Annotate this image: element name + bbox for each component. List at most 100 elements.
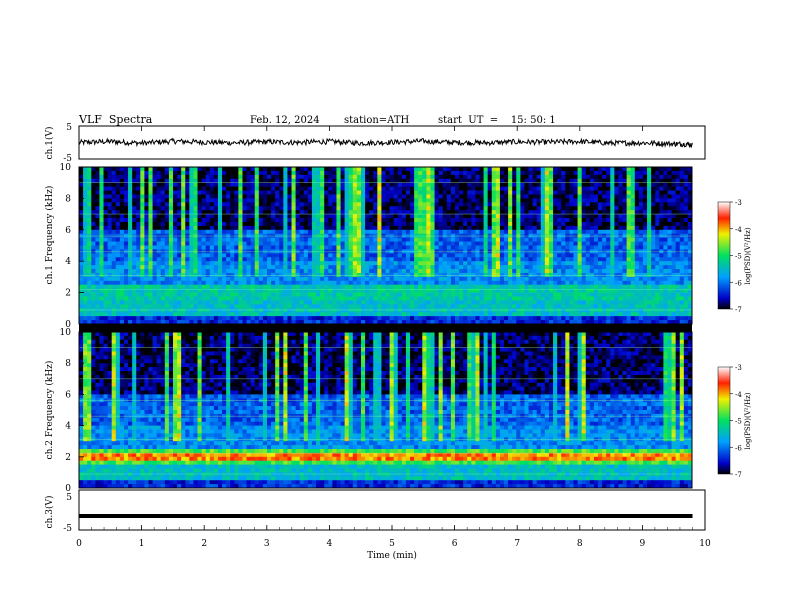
spectrogram-cell [181,167,186,172]
spectrogram-cell [360,280,366,286]
spectrogram-cell [585,174,591,180]
spectrogram-cell [168,218,174,223]
spectrogram-cell [140,194,145,199]
spectrogram-cell [111,218,117,223]
spectrogram-cell [164,210,170,215]
spectrogram-cell [279,284,284,290]
spectrogram-cell [504,276,509,282]
spectrogram-cell [107,210,113,215]
spectrogram-cell [651,190,656,195]
spectrogram-cell [275,221,280,227]
spectrogram-cell [103,174,109,180]
spectrogram-cell [115,214,121,219]
spectrogram-cell [189,288,194,294]
spectrogram-cell [606,269,611,274]
spectrogram-cell [520,178,525,184]
spectrogram-cell [83,229,88,235]
spectrogram-cell [499,245,505,250]
spectrogram-cell [258,174,264,180]
spectrogram-cell [340,174,346,180]
spectrogram-cell [87,194,92,199]
spectrogram-cell [540,229,546,235]
spectrogram-cell [593,280,599,286]
spectrogram-cell [463,221,468,227]
spectrogram-cell [487,190,493,195]
spectrogram-cell [606,167,611,172]
spectrogram-cell [651,210,656,215]
spectrogram-cell [516,245,521,250]
spectrogram-cell [209,167,215,172]
spectrogram-cell [287,218,292,223]
spectrogram-cell [389,210,395,215]
spectrogram-cell [287,178,292,184]
spectrogram-cell [491,214,497,219]
spectrogram-cell [234,253,239,258]
spectrogram-cell [642,288,648,294]
spectrogram-cell [95,257,100,262]
spectrogram-cell [91,178,96,184]
spectrogram-cell [132,218,137,223]
spectrogram-cell [483,167,489,172]
spectrogram-cell [401,269,407,274]
spectrogram-cell [634,178,640,184]
spectrogram-cell [95,198,100,203]
spectrogram-cell [283,214,288,219]
spectrogram-cell [213,284,219,290]
spectrogram-cell [258,214,264,219]
spectrogram-cell [205,174,211,180]
spectrogram-cell [348,245,354,250]
spectrogram-cell [385,190,390,195]
spectrogram-cell [254,167,260,172]
spectrogram-cell [316,257,321,262]
spectrogram-cell [610,174,615,180]
spectrogram-cell [328,218,333,223]
spectrogram-cell [454,265,460,270]
spectrogram-cell [524,178,529,184]
spectrogram-cell [373,292,378,297]
spectrogram-cell [356,261,362,266]
spectrogram-cell [177,225,182,231]
spectrogram-cell [201,206,207,211]
spectrogram-cell [258,245,264,250]
spectrogram-cell [254,190,260,195]
spectrogram-cell [377,194,382,199]
spectrogram-cell [618,229,623,235]
spectrogram-cell [544,237,550,242]
spectrogram-cell [156,292,162,297]
spectrogram-cell [389,182,395,188]
spectrogram-cell [91,194,96,199]
spectrogram-cell [671,210,677,215]
spectrogram-cell [581,229,587,235]
spectrogram-cell [389,186,395,191]
spectrogram-cell [307,214,313,219]
spectrogram-cell [573,280,578,286]
spectrogram-cell [160,174,166,180]
spectrogram-cell [189,167,194,172]
spectrogram-cell [246,178,252,184]
spectrogram-cell [136,265,141,270]
spectrogram-cell [250,182,256,188]
spectrogram-cell [614,198,619,203]
spectrogram-cell [234,276,239,282]
spectrogram-cell [524,170,529,176]
spectrogram-cell [536,221,542,227]
spectrogram-cell [307,202,313,207]
spectrogram-cell [671,194,677,199]
spectrogram-cell [79,280,84,286]
spectrogram-cell [422,182,427,188]
spectrogram-cell [222,284,227,290]
spectrogram-cell [495,202,501,207]
spectrogram-cell [622,202,628,207]
spectrogram-cell [446,253,452,258]
spectrogram-cell [352,284,358,290]
spectrogram-cell [651,178,656,184]
spectrogram-cell [630,221,636,227]
spectrogram-cell [426,225,431,231]
spectrogram-cell [483,225,489,231]
spectrogram-cell [544,190,550,195]
spectrogram-cell [365,186,370,191]
spectrogram-cell [454,178,460,184]
spectrogram-cell [238,288,243,294]
spectrogram-cell [414,241,419,246]
spectrogram-cell [528,237,534,242]
